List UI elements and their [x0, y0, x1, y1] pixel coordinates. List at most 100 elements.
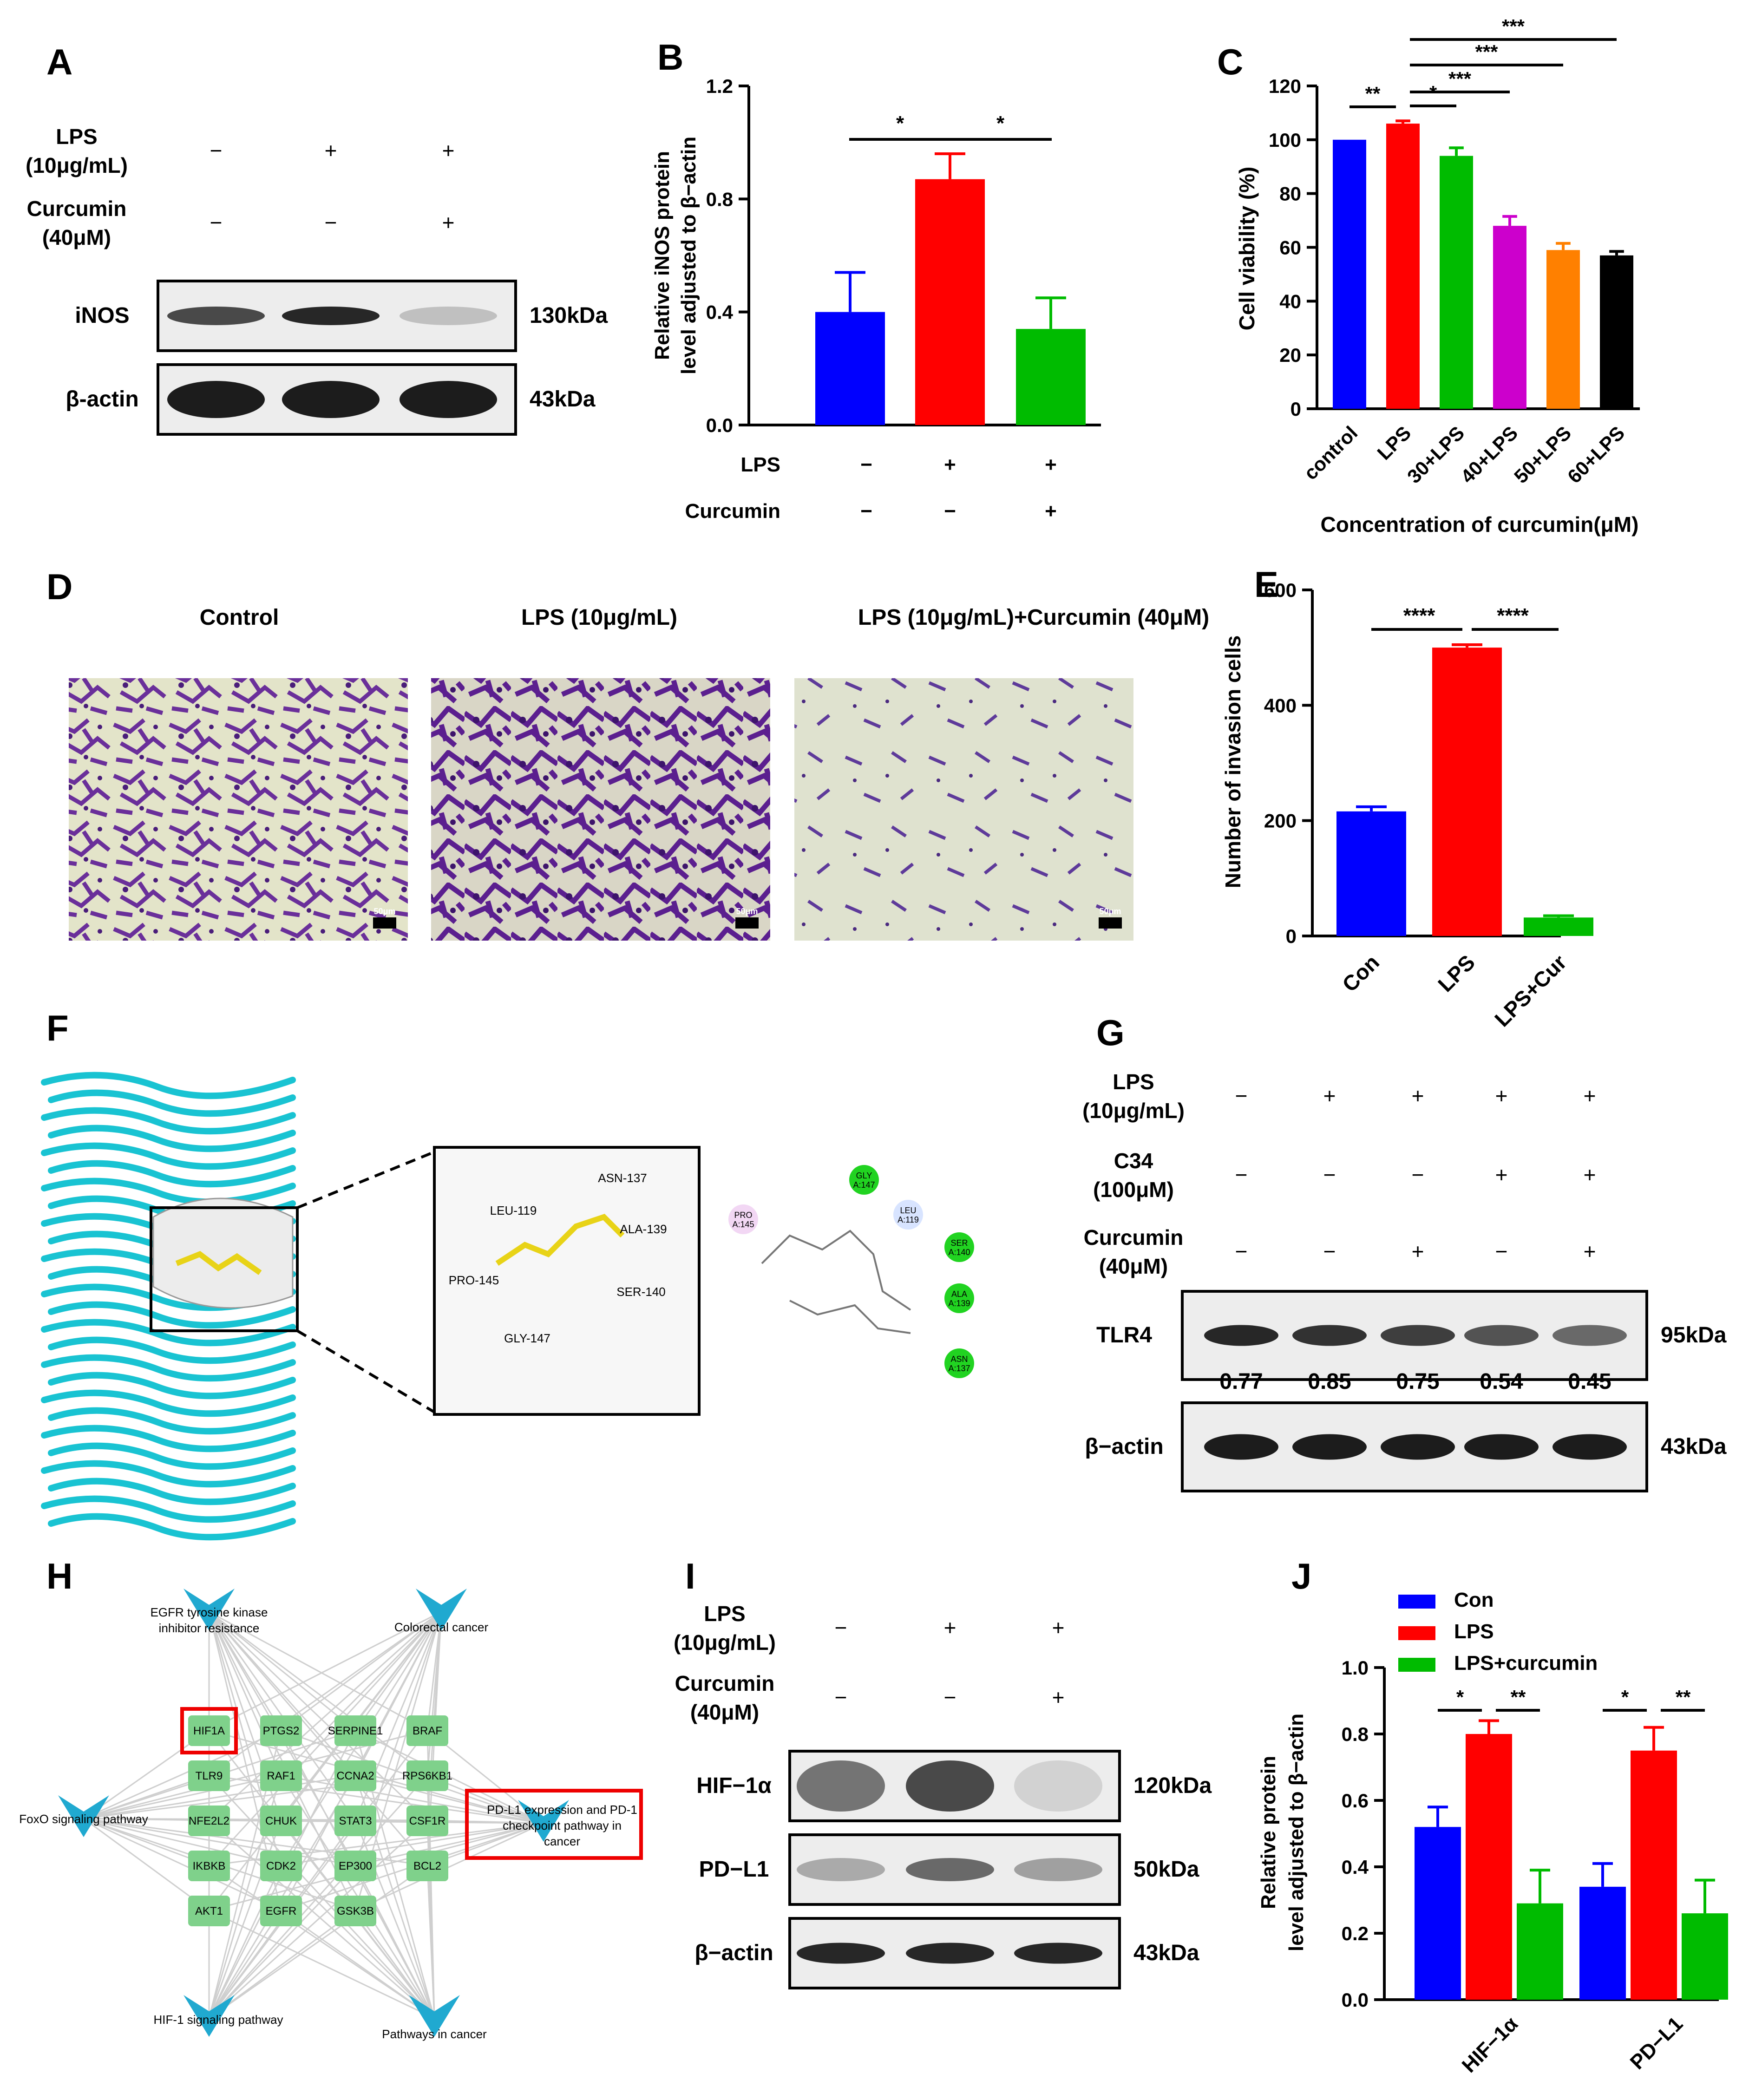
interaction-label: A:137 — [948, 1364, 970, 1373]
network-edge — [208, 1611, 442, 1821]
network-edge — [354, 1910, 435, 2019]
pathway-label: Pathways in cancer — [382, 2027, 487, 2041]
interaction-label: A:147 — [853, 1180, 875, 1190]
pathway-label: PD-L1 expression and PD-1 — [487, 1803, 637, 1817]
protein-ribbon — [48, 1336, 296, 1364]
sig-label-c: *** — [1502, 15, 1525, 37]
condition-label-a: (10μg/mL) — [26, 153, 128, 177]
gene-node — [260, 1760, 302, 1791]
condition-sign-i: + — [1052, 1685, 1065, 1709]
gene-label: BRAF — [413, 1725, 442, 1737]
network-edge — [281, 1611, 442, 1731]
gene-node — [406, 1806, 448, 1836]
condition-label-b: LPS — [740, 453, 780, 476]
gene-node — [188, 1896, 230, 1926]
network-edge — [208, 1611, 428, 1866]
gene-label: EGFR — [266, 1905, 297, 1917]
band-i — [1014, 1760, 1102, 1812]
y-tick-label-C: 0 — [1290, 398, 1301, 420]
residue-label: ASN-137 — [598, 1171, 647, 1185]
condition-sign-a: + — [325, 138, 337, 163]
gene-label: HIF1A — [193, 1725, 225, 1737]
network-edge — [209, 1910, 356, 2019]
legend-label-j: LPS — [1454, 1620, 1494, 1643]
condition-sign-g: − — [1235, 1163, 1248, 1187]
band-a — [400, 307, 497, 325]
condition-label-a: LPS — [56, 124, 97, 149]
bar-e-0 — [1336, 811, 1406, 936]
bar-b-2 — [1016, 329, 1086, 425]
band-name-i: β−actin — [694, 1941, 773, 1965]
residue-label: LEU-119 — [490, 1204, 537, 1217]
x-tick-label-c: 30+LPS — [1403, 422, 1468, 487]
residue-label: ALA-139 — [620, 1222, 667, 1236]
gene-node — [406, 1851, 448, 1881]
network-edge — [209, 1864, 428, 2019]
protein-ribbon — [48, 1407, 296, 1435]
condition-sign-a: − — [325, 210, 337, 235]
network-edge — [83, 1729, 282, 1819]
network-edge — [209, 1910, 435, 2019]
legend-label-j: Con — [1454, 1589, 1494, 1611]
protein-ribbon — [48, 1478, 296, 1505]
network-edge — [355, 1822, 544, 1911]
bar-b-0 — [815, 312, 885, 425]
condition-label-i: (10μg/mL) — [674, 1630, 776, 1655]
legend-swatch-j — [1398, 1658, 1435, 1672]
condition-label-g: C34 — [1114, 1149, 1153, 1173]
condition-sign-g: − — [1235, 1239, 1248, 1263]
network-edge — [354, 1611, 442, 1731]
condition-sign-b: − — [860, 500, 872, 523]
y-tick-label-B: 0.0 — [706, 414, 733, 436]
gene-node — [260, 1806, 302, 1836]
gene-node — [260, 1715, 302, 1746]
pathway-label: Colorectal cancer — [394, 1620, 489, 1634]
protein-ribbon — [48, 1301, 296, 1329]
sig-label-e: **** — [1403, 604, 1435, 627]
sig-label-b: * — [996, 112, 1005, 135]
zoom-panel — [433, 1146, 701, 1416]
pathway-label: EGFR tyrosine kinase — [151, 1605, 268, 1619]
x-tick-label-j: PD−L1 — [1626, 2012, 1687, 2074]
condition-sign-i: + — [944, 1616, 956, 1640]
panel-letter-c: C — [1217, 41, 1243, 82]
network-edge — [209, 1611, 428, 1776]
band-i — [906, 1858, 994, 1881]
condition-sign-g: − — [1235, 1084, 1248, 1108]
panel-letter-g: G — [1096, 1012, 1125, 1053]
network-edge — [355, 1822, 544, 1866]
x-tick-label-c: 50+LPS — [1510, 422, 1575, 487]
panel-letter-d: D — [46, 566, 72, 607]
protein-ribbon — [48, 1089, 296, 1117]
y-tick-label-J: 0.8 — [1342, 1723, 1369, 1745]
band-i — [1014, 1943, 1102, 1964]
band-ratio-g: 0.85 — [1308, 1369, 1351, 1394]
network-edge — [208, 1864, 356, 2019]
y-tick-label-E: 400 — [1264, 694, 1297, 716]
residue-label: GLY-147 — [504, 1331, 550, 1345]
pathway-label: cancer — [544, 1834, 580, 1848]
panel-letter-e: E — [1254, 564, 1278, 605]
protein-ribbon — [41, 1107, 296, 1135]
scale-bar-label: 50μm — [373, 907, 395, 916]
condition-sign-a: + — [442, 138, 455, 163]
legend-swatch-j — [1398, 1626, 1435, 1640]
condition-label-g: (100μM) — [1093, 1178, 1174, 1202]
condition-sign-g: − — [1495, 1239, 1508, 1263]
network-edge — [208, 1774, 428, 2019]
panel-letter-h: H — [46, 1556, 72, 1596]
x-tick-label-e: Con — [1337, 950, 1384, 996]
network-edge — [281, 1822, 544, 1866]
y-tick-label-J: 0.2 — [1342, 1923, 1369, 1944]
condition-sign-g: + — [1584, 1084, 1596, 1108]
panel-letter-i: I — [685, 1556, 695, 1596]
condition-sign-i: − — [835, 1685, 847, 1709]
protein-ribbon — [41, 1319, 296, 1347]
band-i — [797, 1858, 885, 1881]
gene-node — [334, 1851, 376, 1881]
legend-label-j: LPS+curcumin — [1454, 1652, 1598, 1675]
protein-ribbon — [48, 1125, 296, 1152]
pathway-label: FoxO signaling pathway — [19, 1812, 148, 1826]
interaction-node — [893, 1200, 923, 1230]
